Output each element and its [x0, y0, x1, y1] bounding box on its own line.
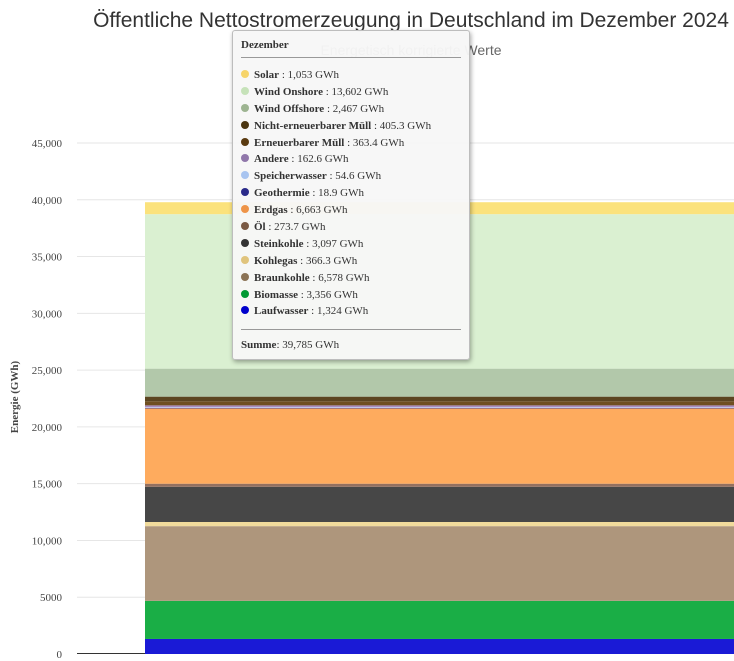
- tooltip-series-value: : 405.3 GWh: [371, 119, 432, 132]
- tooltip-series-name: Braunkohle: [254, 271, 310, 284]
- bar-segment-speicherwasser[interactable]: [145, 407, 734, 408]
- legend-dot-icon: [241, 255, 249, 264]
- y-tick-label: 0: [57, 649, 63, 661]
- tooltip-series-name: Erneuerbarer Müll: [254, 136, 345, 149]
- tooltip-row: Andere : 162.6 GWh: [241, 151, 461, 168]
- tooltip-series-name: Solar: [254, 69, 280, 81]
- tooltip-divider: [241, 329, 461, 331]
- tooltip-series-value: : 2,467 GWh: [324, 102, 385, 115]
- tooltip-series-name: Wind Offshore: [254, 102, 325, 115]
- bar-segment-biomasse[interactable]: [145, 600, 734, 639]
- tooltip-series-name: Andere: [254, 153, 289, 166]
- legend-dot-icon: [241, 306, 249, 315]
- tooltip-row: Wind Onshore : 13,602 GWh: [241, 84, 461, 101]
- bar-segment-wind-offshore[interactable]: [145, 368, 734, 397]
- tooltip-series-value: : 18.9 GWh: [309, 187, 364, 200]
- y-tick-label: 35,000: [32, 252, 63, 264]
- legend-dot-icon: [241, 272, 249, 281]
- legend-dot-icon: [241, 222, 249, 231]
- y-tick-label: 10,000: [32, 535, 63, 547]
- legend-dot-icon: [241, 188, 249, 197]
- tooltip-header: Dezember: [241, 39, 289, 51]
- bar-segment-erneuerbarer-müll[interactable]: [145, 401, 734, 406]
- tooltip-row: Nicht-erneuerbarer Müll : 405.3 GWh: [241, 118, 461, 135]
- tooltip-divider: [241, 57, 461, 58]
- bar-segment-laufwasser[interactable]: [145, 638, 734, 654]
- tooltip-series-name: Geothermie: [254, 187, 310, 200]
- tooltip-row: Öl : 273.7 GWh: [241, 219, 461, 236]
- tooltip-row: Speicherwasser : 54.6 GWh: [241, 168, 461, 185]
- tooltip-total-label: Summe: [241, 339, 277, 352]
- y-tick-label: 40,000: [32, 195, 63, 207]
- tooltip-series-value: : 3,356 GWh: [298, 288, 358, 301]
- legend-dot-icon: [241, 171, 249, 180]
- legend-dot-icon: [241, 86, 249, 95]
- tooltip-series-name: Steinkohle: [254, 237, 304, 250]
- tooltip-row: Erdgas : 6,663 GWh: [241, 202, 461, 219]
- tooltip-series-name: Nicht-erneuerbarer Müll: [254, 119, 372, 132]
- tooltip-series-name: Erdgas: [254, 204, 288, 217]
- tooltip-series-name: Öl: [254, 221, 266, 234]
- tooltip-series-value: : 1,324 GWh: [308, 305, 369, 318]
- tooltip-series-value: : 54.6 GWh: [326, 170, 382, 183]
- tooltip-series-name: Wind Onshore: [254, 85, 323, 98]
- legend-dot-icon: [241, 154, 249, 163]
- tooltip-series-name: Biomasse: [254, 288, 298, 301]
- tooltip: Dezember Solar : 1,053 GWh Wind Onshore :…: [232, 30, 470, 361]
- y-tick-label: 30,000: [32, 308, 63, 320]
- tooltip-series-value: : 13,602 GWh: [322, 85, 389, 98]
- bar-segment-steinkohle[interactable]: [145, 486, 734, 522]
- bar-segment-andere[interactable]: [145, 405, 734, 408]
- y-tick-label: 45,000: [32, 138, 63, 150]
- tooltip-series-name: Speicherwasser: [254, 170, 327, 183]
- tooltip-series-value: : 6,663 GWh: [287, 204, 348, 217]
- chart-title: Öffentliche Nettostromerzeugung in Deuts…: [93, 9, 729, 32]
- legend-dot-icon: [241, 205, 249, 214]
- tooltip-series-value: : 3,097 GWh: [303, 237, 364, 250]
- tooltip-row: Erneuerbarer Müll : 363.4 GWh: [241, 135, 461, 152]
- tooltip-row: Solar : 1,053 GWh: [241, 67, 461, 84]
- legend-dot-icon: [241, 289, 249, 298]
- legend-dot-icon: [241, 103, 249, 112]
- legend-dot-icon: [241, 238, 249, 247]
- tooltip-total: Summe: 39,785 GWh: [241, 339, 340, 352]
- tooltip-series-value: : 273.7 GWh: [265, 221, 326, 234]
- y-tick-label: 25,000: [32, 365, 63, 377]
- tooltip-rows: Solar : 1,053 GWh Wind Onshore : 13,602 G…: [241, 67, 461, 320]
- tooltip-row: Wind Offshore : 2,467 GWh: [241, 101, 461, 118]
- bar-segment-nicht-erneuerbarer-müll[interactable]: [145, 396, 734, 402]
- y-tick-label: 5000: [40, 592, 63, 604]
- y-tick-label: 20,000: [32, 422, 63, 434]
- bar-segment-braunkohle[interactable]: [145, 526, 734, 601]
- y-axis-ticks: 0 5000 10,000 15,000 20,000 25,000 30,000 35,00…: [32, 138, 63, 661]
- legend-dot-icon: [241, 137, 249, 146]
- tooltip-row: Braunkohle : 6,578 GWh: [241, 270, 461, 287]
- tooltip-series-value: : 363.4 GWh: [344, 136, 405, 149]
- tooltip-row: Biomasse : 3,356 GWh: [241, 287, 461, 304]
- tooltip-total-value: 39,785 GWh: [282, 339, 340, 352]
- bar-segment-geothermie[interactable]: [145, 407, 734, 409]
- bar-segment-kohlegas[interactable]: [145, 521, 734, 527]
- tooltip-row: Kohlegas : 366.3 GWh: [241, 253, 461, 270]
- tooltip-series-name: Kohlegas: [254, 254, 298, 267]
- bar-segment-öl[interactable]: [145, 483, 734, 487]
- tooltip-series-value: : 366.3 GWh: [297, 254, 358, 267]
- tooltip-series-name: Laufwasser: [254, 305, 309, 318]
- tooltip-row: Laufwasser : 1,324 GWh: [241, 303, 461, 320]
- bar-segment-erdgas[interactable]: [145, 408, 734, 484]
- y-axis-title: Energie (GWh): [9, 360, 21, 433]
- tooltip-series-value: : 162.6 GWh: [288, 153, 349, 166]
- tooltip-series-value: : 6,578 GWh: [309, 271, 370, 284]
- tooltip-series-value: : 1,053 GWh: [279, 69, 339, 81]
- y-tick-label: 15,000: [32, 479, 63, 491]
- tooltip-row: Steinkohle : 3,097 GWh: [241, 236, 461, 253]
- tooltip-row: Geothermie : 18.9 GWh: [241, 185, 461, 202]
- legend-dot-icon: [241, 120, 249, 129]
- legend-dot-icon: [241, 70, 249, 78]
